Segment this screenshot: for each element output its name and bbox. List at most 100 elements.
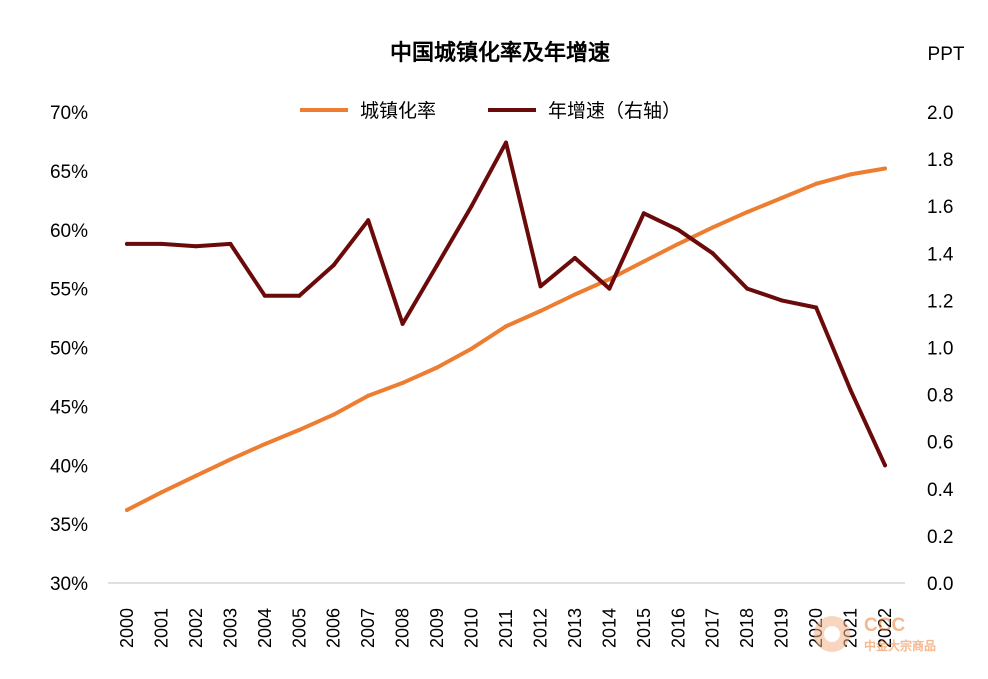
legend-label-urbanization: 城镇化率 — [360, 100, 436, 122]
right-tick-label: 1.2 — [927, 291, 953, 312]
data-point-urbanization — [814, 181, 819, 186]
data-point-urbanization — [366, 393, 371, 398]
x-tick-label: 2007 — [358, 608, 378, 648]
left-tick-label: 60% — [50, 221, 88, 242]
watermark-subtitle: 中金大宗商品 — [864, 638, 936, 653]
x-tick-label: 2017 — [703, 608, 723, 648]
x-tick-label: 2001 — [151, 608, 171, 648]
data-point-growth — [710, 251, 715, 256]
data-point-urbanization — [641, 259, 646, 264]
left-tick-label: 30% — [50, 574, 88, 595]
data-point-growth — [193, 244, 198, 249]
data-point-urbanization — [435, 365, 440, 370]
right-tick-label: 1.0 — [927, 339, 953, 360]
right-tick-label: 1.4 — [927, 244, 954, 265]
series-group — [125, 140, 887, 512]
data-point-growth — [331, 263, 336, 268]
left-tick-label: 55% — [50, 280, 88, 301]
right-tick-label: 0.6 — [927, 433, 953, 454]
x-tick-label: 2004 — [255, 608, 275, 648]
data-point-urbanization — [504, 324, 508, 329]
data-point-growth — [262, 293, 267, 298]
data-point-urbanization — [883, 166, 887, 171]
right-tick-label: 0.8 — [927, 386, 953, 407]
data-point-urbanization — [400, 380, 405, 385]
data-point-growth — [883, 463, 887, 468]
left-tick-label: 70% — [50, 103, 88, 124]
data-point-urbanization — [193, 473, 198, 478]
series-line-growth — [125, 140, 887, 468]
x-tick-label: 2009 — [427, 608, 447, 648]
data-point-growth — [779, 298, 784, 303]
x-tick-label: 2013 — [565, 608, 585, 648]
right-tick-label: 0.2 — [927, 527, 953, 548]
data-point-urbanization — [469, 346, 474, 351]
data-point-urbanization — [297, 427, 302, 432]
right-tick-label: 0.4 — [927, 480, 954, 501]
x-tick-label: 2000 — [117, 608, 137, 648]
left-tick-label: 35% — [50, 515, 88, 536]
data-point-growth — [400, 321, 405, 326]
data-point-growth — [848, 387, 853, 392]
data-point-growth — [572, 256, 577, 260]
x-tick-label: 2019 — [772, 608, 792, 648]
right-tick-label: 2.0 — [927, 103, 953, 124]
watermark: CCC 中金大宗商品 — [814, 615, 936, 653]
x-tick-label: 2016 — [668, 608, 688, 648]
left-tick-label: 45% — [50, 397, 88, 418]
right-axis-label: PPT — [928, 44, 965, 65]
left-axis: 30% 35% 40% 45% 50% 55% 60% 65% 70% — [50, 103, 88, 595]
x-tick-label: 2002 — [186, 608, 206, 648]
data-point-growth — [159, 241, 164, 246]
right-tick-label: 1.6 — [927, 197, 953, 218]
data-point-growth — [504, 140, 508, 145]
data-point-growth — [125, 241, 129, 246]
data-point-urbanization — [262, 442, 267, 447]
legend-label-growth: 年增速（右轴） — [548, 100, 681, 122]
data-point-urbanization — [745, 210, 750, 215]
x-tick-label: 2014 — [599, 608, 619, 648]
x-tick-label: 2012 — [530, 608, 550, 648]
data-point-growth — [435, 263, 440, 268]
data-point-growth — [366, 218, 371, 223]
data-point-growth — [538, 284, 543, 289]
legend: 城镇化率 年增速（右轴） — [300, 100, 681, 122]
chart-title: 中国城镇化率及年增速 — [390, 40, 610, 66]
x-tick-label: 2022 — [875, 608, 895, 648]
left-tick-label: 65% — [50, 162, 88, 183]
x-tick-label: 2011 — [496, 609, 516, 648]
x-tick-label: 2015 — [634, 608, 654, 648]
data-point-urbanization — [607, 277, 612, 282]
x-tick-label: 2005 — [289, 608, 309, 648]
data-point-urbanization — [676, 241, 681, 246]
data-point-urbanization — [710, 225, 715, 230]
data-point-growth — [469, 204, 474, 209]
left-tick-label: 50% — [50, 339, 88, 360]
data-point-urbanization — [125, 508, 129, 512]
x-tick-label: 2018 — [737, 608, 757, 648]
data-point-growth — [297, 293, 302, 298]
data-point-growth — [228, 241, 233, 246]
data-point-growth — [814, 305, 819, 310]
data-point-urbanization — [779, 196, 784, 200]
right-axis: 0.0 0.2 0.4 0.6 0.8 1.0 1.2 1.4 1.6 1.8 2.0 — [927, 103, 954, 595]
data-point-urbanization — [228, 457, 233, 462]
right-tick-label: 1.8 — [927, 150, 953, 171]
data-point-urbanization — [572, 292, 577, 297]
x-axis: 2000 2001 2002 2003 2004 2005 2006 2007 2008 2009… — [117, 608, 895, 648]
x-tick-label: 2008 — [393, 608, 413, 648]
series-line-urbanization — [125, 166, 887, 512]
data-point-growth — [676, 227, 681, 232]
x-tick-label: 2010 — [462, 608, 482, 648]
right-tick-label: 0.0 — [927, 574, 953, 595]
watermark-name: CCC — [864, 615, 905, 636]
x-tick-label: 2003 — [220, 608, 240, 648]
left-tick-label: 40% — [50, 456, 88, 477]
data-point-urbanization — [848, 172, 853, 177]
data-point-urbanization — [331, 412, 336, 417]
data-point-growth — [641, 211, 646, 216]
data-point-urbanization — [538, 309, 543, 313]
data-point-urbanization — [159, 490, 164, 495]
data-point-growth — [745, 286, 750, 291]
